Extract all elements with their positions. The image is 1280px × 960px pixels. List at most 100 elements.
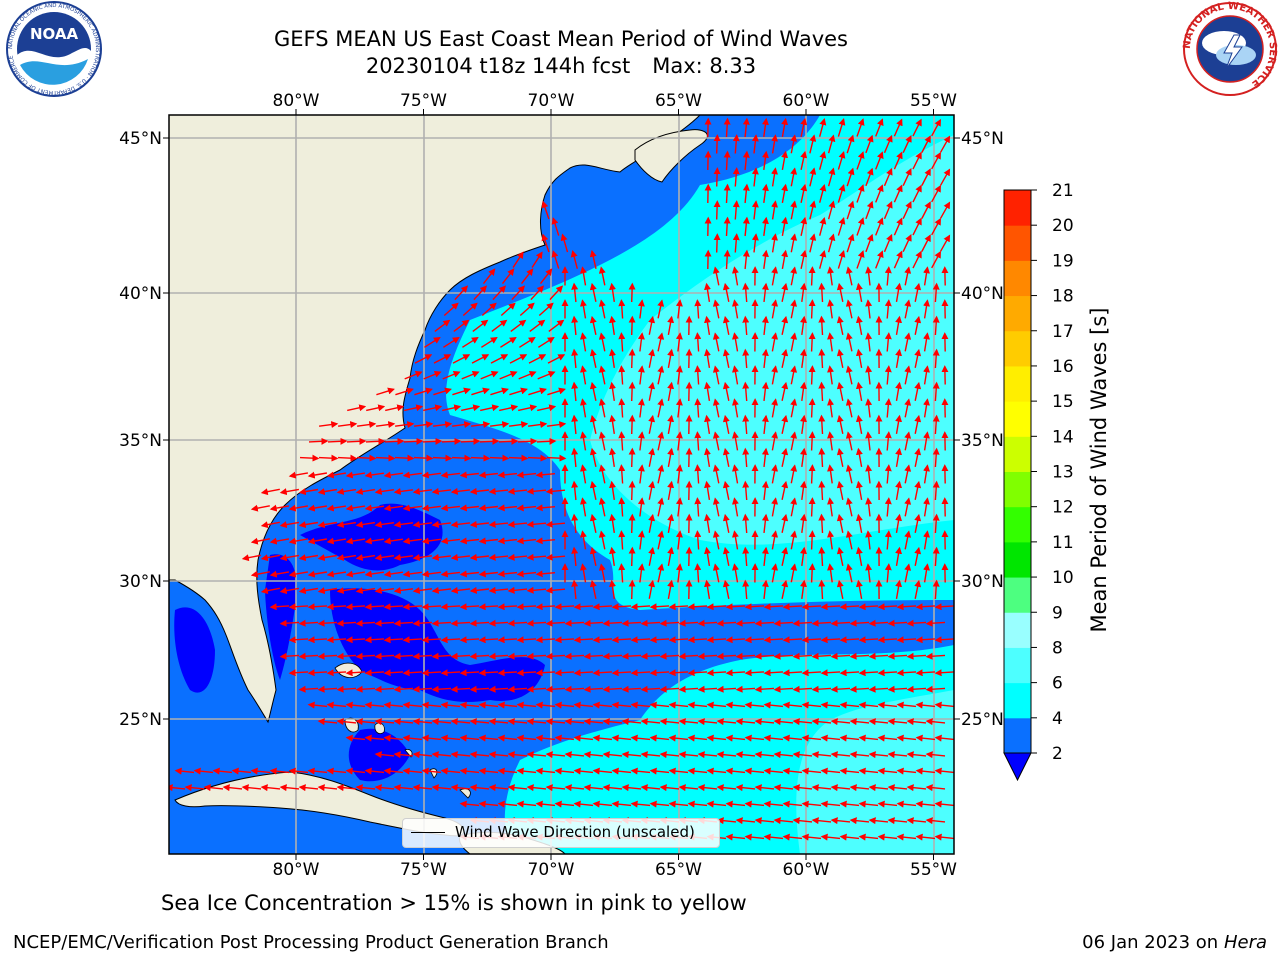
wave-direction-arrow bbox=[422, 437, 443, 445]
wave-direction-arrow bbox=[469, 619, 490, 627]
wave-direction-arrow bbox=[337, 454, 358, 462]
lon-label-top: 55°W bbox=[910, 91, 957, 111]
lon-label-bottom: 65°W bbox=[655, 860, 702, 880]
wave-direction-arrow bbox=[781, 513, 789, 533]
wave-direction-arrow bbox=[564, 685, 585, 693]
wave-direction-arrow bbox=[317, 652, 338, 660]
wave-direction-arrow bbox=[818, 447, 826, 468]
wave-direction-arrow bbox=[896, 701, 917, 709]
lat-label-left: 45°N bbox=[119, 129, 162, 149]
wave-direction-arrow bbox=[640, 652, 661, 660]
wave-direction-arrow bbox=[771, 200, 778, 220]
wave-direction-arrow bbox=[402, 504, 422, 512]
wave-direction-arrow bbox=[326, 767, 347, 775]
wave-direction-arrow bbox=[288, 471, 309, 479]
wave-direction-arrow bbox=[742, 447, 750, 468]
wave-direction-arrow bbox=[934, 636, 954, 644]
wave-direction-arrow bbox=[589, 282, 597, 302]
wave-direction-arrow bbox=[858, 734, 879, 742]
wave-direction-arrow bbox=[451, 454, 472, 462]
wave-direction-arrow bbox=[923, 365, 930, 385]
wave-direction-arrow bbox=[516, 504, 537, 512]
wave-direction-arrow bbox=[609, 447, 616, 468]
wave-direction-arrow bbox=[858, 669, 879, 677]
wave-direction-arrow bbox=[761, 513, 769, 533]
wave-direction-arrow bbox=[579, 530, 587, 550]
wave-direction-arrow bbox=[609, 381, 616, 402]
nws-logo: NATIONAL WEATHER SERVICE bbox=[1182, 1, 1278, 96]
wave-direction-arrow bbox=[393, 685, 414, 693]
wave-direction-arrow bbox=[668, 669, 689, 677]
wave-direction-arrow bbox=[659, 718, 680, 726]
wave-direction-arrow bbox=[478, 570, 498, 578]
wave-direction-arrow bbox=[355, 554, 376, 561]
wave-direction-arrow bbox=[374, 751, 395, 759]
wave-direction-arrow bbox=[790, 266, 798, 286]
wave-direction-arrow bbox=[288, 570, 309, 578]
wave-direction-arrow bbox=[801, 734, 822, 742]
wave-direction-arrow bbox=[723, 150, 731, 171]
wave-direction-arrow bbox=[298, 652, 319, 660]
wave-direction-arrow bbox=[716, 685, 737, 693]
wave-direction-arrow bbox=[551, 217, 560, 236]
wave-direction-arrow bbox=[317, 619, 338, 627]
wave-direction-arrow bbox=[716, 718, 737, 726]
wave-direction-arrow bbox=[914, 546, 922, 566]
wave-direction-arrow bbox=[554, 636, 575, 644]
wave-direction-arrow bbox=[923, 299, 930, 319]
lat-label-left: 35°N bbox=[119, 431, 162, 451]
wave-direction-arrow bbox=[535, 603, 556, 611]
wave-direction-arrow bbox=[618, 431, 626, 451]
wave-direction-arrow bbox=[470, 454, 491, 462]
wave-direction-arrow bbox=[432, 454, 453, 462]
wave-direction-arrow bbox=[479, 437, 500, 445]
wave-direction-arrow bbox=[618, 563, 626, 583]
chart-subtitle: 20230104 t18z 144h fcst Max: 8.33 bbox=[161, 54, 961, 78]
wave-direction-arrow bbox=[818, 513, 826, 534]
wave-direction-arrow bbox=[667, 447, 675, 468]
wave-direction-arrow bbox=[856, 217, 865, 236]
wave-direction-arrow bbox=[742, 546, 750, 567]
wave-direction-arrow bbox=[440, 669, 461, 677]
wave-direction-arrow bbox=[288, 537, 309, 545]
wave-direction-arrow bbox=[628, 282, 636, 303]
wave-direction-arrow bbox=[241, 554, 261, 562]
colorbar: 2 4 6 8 9 10 11 12 13 14 15 16 17 18 19 20 21 bbox=[1003, 181, 1074, 782]
wave-direction-arrow bbox=[839, 701, 860, 709]
wave-direction-arrow bbox=[592, 603, 613, 611]
wave-direction-arrow bbox=[630, 734, 651, 742]
wave-direction-arrow bbox=[731, 398, 739, 418]
wave-direction-arrow bbox=[875, 151, 884, 170]
wave-direction-arrow bbox=[837, 151, 846, 170]
lon-label-top: 75°W bbox=[400, 91, 447, 111]
wave-direction-arrow bbox=[393, 619, 414, 627]
wave-direction-arrow bbox=[518, 404, 538, 412]
wave-direction-arrow bbox=[895, 579, 903, 600]
wave-direction-arrow bbox=[856, 151, 865, 170]
wave-direction-arrow bbox=[628, 381, 636, 402]
wave-direction-arrow bbox=[830, 751, 851, 759]
wave-direction-arrow bbox=[827, 530, 835, 550]
wave-direction-arrow bbox=[731, 299, 739, 319]
wave-direction-arrow bbox=[931, 118, 941, 137]
wave-direction-arrow bbox=[697, 751, 718, 759]
wave-direction-arrow bbox=[326, 701, 347, 709]
wave-direction-arrow bbox=[657, 563, 665, 583]
wave-direction-arrow bbox=[921, 234, 931, 252]
colorbar-swatch bbox=[1004, 612, 1031, 648]
wave-direction-arrow bbox=[713, 134, 721, 154]
wave-direction-arrow bbox=[845, 464, 853, 484]
wave-direction-arrow bbox=[356, 454, 377, 462]
wave-direction-arrow bbox=[501, 268, 515, 285]
wave-direction-arrow bbox=[713, 200, 721, 220]
wave-direction-arrow bbox=[488, 718, 509, 726]
wave-direction-arrow bbox=[657, 299, 665, 319]
wave-direction-arrow bbox=[598, 530, 606, 550]
wave-direction-arrow bbox=[808, 266, 816, 286]
wave-direction-arrow bbox=[526, 487, 547, 495]
wave-direction-arrow bbox=[598, 365, 606, 385]
wave-direction-arrow bbox=[694, 365, 702, 385]
wave-direction-arrow bbox=[731, 332, 739, 352]
wave-direction-arrow bbox=[845, 497, 853, 517]
wave-direction-arrow bbox=[571, 381, 579, 402]
